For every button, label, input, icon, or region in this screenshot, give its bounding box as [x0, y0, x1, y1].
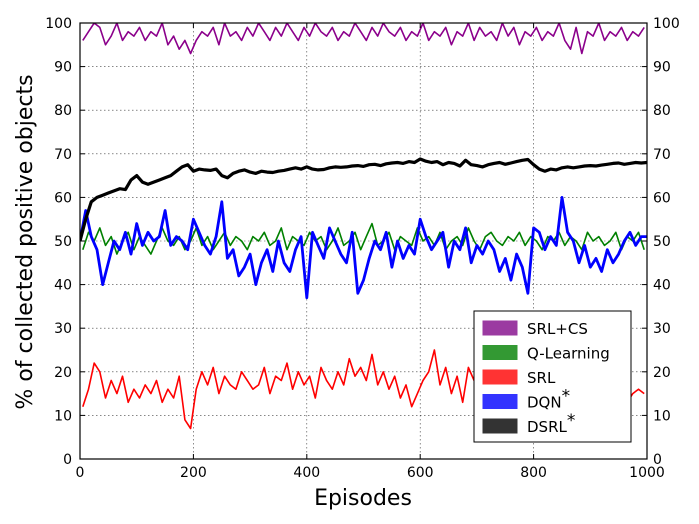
series-dqn — [80, 195, 647, 300]
legend-label-dqn: DQN* — [527, 387, 570, 412]
legend-label-dsrl: DSRL* — [527, 411, 575, 436]
series-line-dsrl — [80, 157, 647, 242]
y-tick-label: 60 — [54, 190, 72, 206]
y-tick-label: 0 — [63, 452, 72, 468]
series-srl-cs — [82, 23, 645, 55]
x-tick-label: 400 — [293, 465, 320, 481]
legend-label-srl: SRL — [527, 369, 556, 387]
legend-swatch-srl-cs — [482, 320, 518, 336]
legend-label-text: DQN — [527, 394, 562, 412]
y-tick-label: 10 — [54, 408, 72, 424]
legend-label-text: DSRL — [527, 418, 567, 436]
legend-swatch-q-learning — [482, 345, 518, 360]
y-tick-label-right: 10 — [653, 408, 671, 424]
y-tick-label: 70 — [54, 147, 72, 163]
legend-label-text: Q-Learning — [527, 345, 610, 363]
legend-swatch-srl — [482, 369, 518, 385]
legend-label-superscript: * — [567, 411, 576, 431]
legend-label-text: SRL — [527, 369, 556, 387]
x-tick-label: 800 — [520, 465, 547, 481]
y-tick-label: 80 — [54, 103, 72, 119]
x-tick-label: 0 — [76, 465, 85, 481]
y-tick-label-right: 90 — [653, 60, 671, 76]
x-tick-label: 600 — [407, 465, 434, 481]
x-tick-label: 1000 — [629, 465, 665, 481]
legend-label-q-learning: Q-Learning — [527, 345, 610, 363]
y-tick-label: 90 — [54, 60, 72, 76]
y-tick-label-right: 0 — [653, 452, 662, 468]
y-tick-label-right: 40 — [653, 278, 671, 294]
y-tick-label: 50 — [54, 234, 72, 250]
legend-label-superscript: * — [562, 387, 571, 407]
x-axis-title: Episodes — [314, 486, 412, 511]
y-tick-label-right: 30 — [653, 321, 671, 337]
series-dsrl — [80, 157, 647, 242]
legend-swatch-dsrl — [482, 418, 518, 434]
y-tick-label: 30 — [54, 321, 72, 337]
y-tick-label-right: 60 — [653, 190, 671, 206]
y-tick-label: 40 — [54, 278, 72, 294]
series-line-dqn — [80, 195, 647, 300]
y-tick-label-right: 80 — [653, 103, 671, 119]
legend-label-text: SRL+CS — [527, 320, 588, 338]
y-tick-label-right: 70 — [653, 147, 671, 163]
y-tick-label-right: 20 — [653, 365, 671, 381]
y-axis-title: % of collected positive objects — [13, 74, 38, 409]
legend-swatch-dqn — [482, 394, 518, 409]
x-tick-label: 200 — [180, 465, 207, 481]
y-tick-label-right: 50 — [653, 234, 671, 250]
y-tick-label: 20 — [54, 365, 72, 381]
legend-label-srl-cs: SRL+CS — [527, 320, 588, 338]
y-tick-label: 100 — [45, 16, 72, 32]
y-tick-label-right: 100 — [653, 16, 680, 32]
series-line-srl-cs — [82, 23, 645, 55]
